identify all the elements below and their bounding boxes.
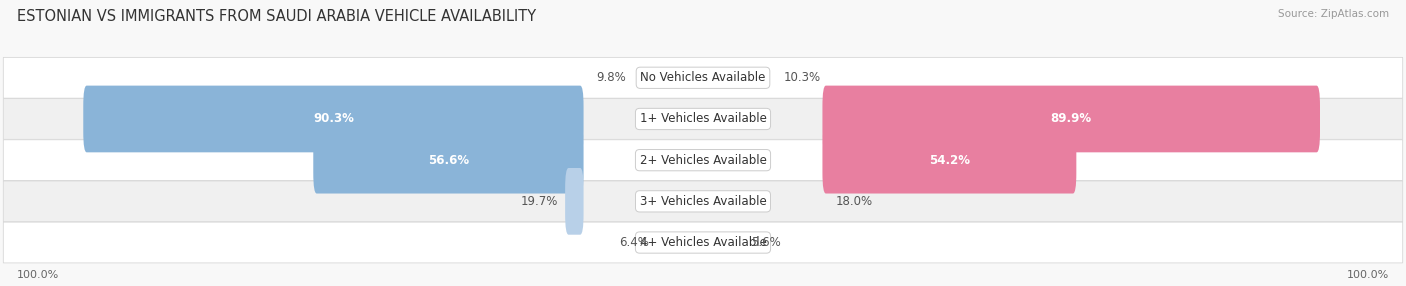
Text: 89.9%: 89.9% <box>1050 112 1092 126</box>
Text: 3+ Vehicles Available: 3+ Vehicles Available <box>640 195 766 208</box>
Text: Source: ZipAtlas.com: Source: ZipAtlas.com <box>1278 9 1389 19</box>
Text: 10.3%: 10.3% <box>783 71 821 84</box>
Text: 18.0%: 18.0% <box>837 195 873 208</box>
FancyBboxPatch shape <box>823 127 1077 194</box>
Text: 90.3%: 90.3% <box>314 112 354 126</box>
Text: 5.6%: 5.6% <box>751 236 782 249</box>
Text: 9.8%: 9.8% <box>596 71 626 84</box>
FancyBboxPatch shape <box>3 181 1403 222</box>
FancyBboxPatch shape <box>565 168 583 235</box>
Text: 56.6%: 56.6% <box>427 154 470 167</box>
Text: 6.4%: 6.4% <box>619 236 650 249</box>
Text: 4+ Vehicles Available: 4+ Vehicles Available <box>640 236 766 249</box>
Text: ESTONIAN VS IMMIGRANTS FROM SAUDI ARABIA VEHICLE AVAILABILITY: ESTONIAN VS IMMIGRANTS FROM SAUDI ARABIA… <box>17 9 536 23</box>
Text: 100.0%: 100.0% <box>1347 270 1389 280</box>
FancyBboxPatch shape <box>3 57 1403 98</box>
Text: 54.2%: 54.2% <box>929 154 970 167</box>
Text: 2+ Vehicles Available: 2+ Vehicles Available <box>640 154 766 167</box>
FancyBboxPatch shape <box>83 86 583 152</box>
FancyBboxPatch shape <box>823 86 1320 152</box>
Text: No Vehicles Available: No Vehicles Available <box>640 71 766 84</box>
FancyBboxPatch shape <box>3 99 1403 139</box>
FancyBboxPatch shape <box>3 140 1403 180</box>
FancyBboxPatch shape <box>314 127 583 194</box>
Text: 100.0%: 100.0% <box>17 270 59 280</box>
Text: 1+ Vehicles Available: 1+ Vehicles Available <box>640 112 766 126</box>
FancyBboxPatch shape <box>3 222 1403 263</box>
Text: 19.7%: 19.7% <box>522 195 558 208</box>
